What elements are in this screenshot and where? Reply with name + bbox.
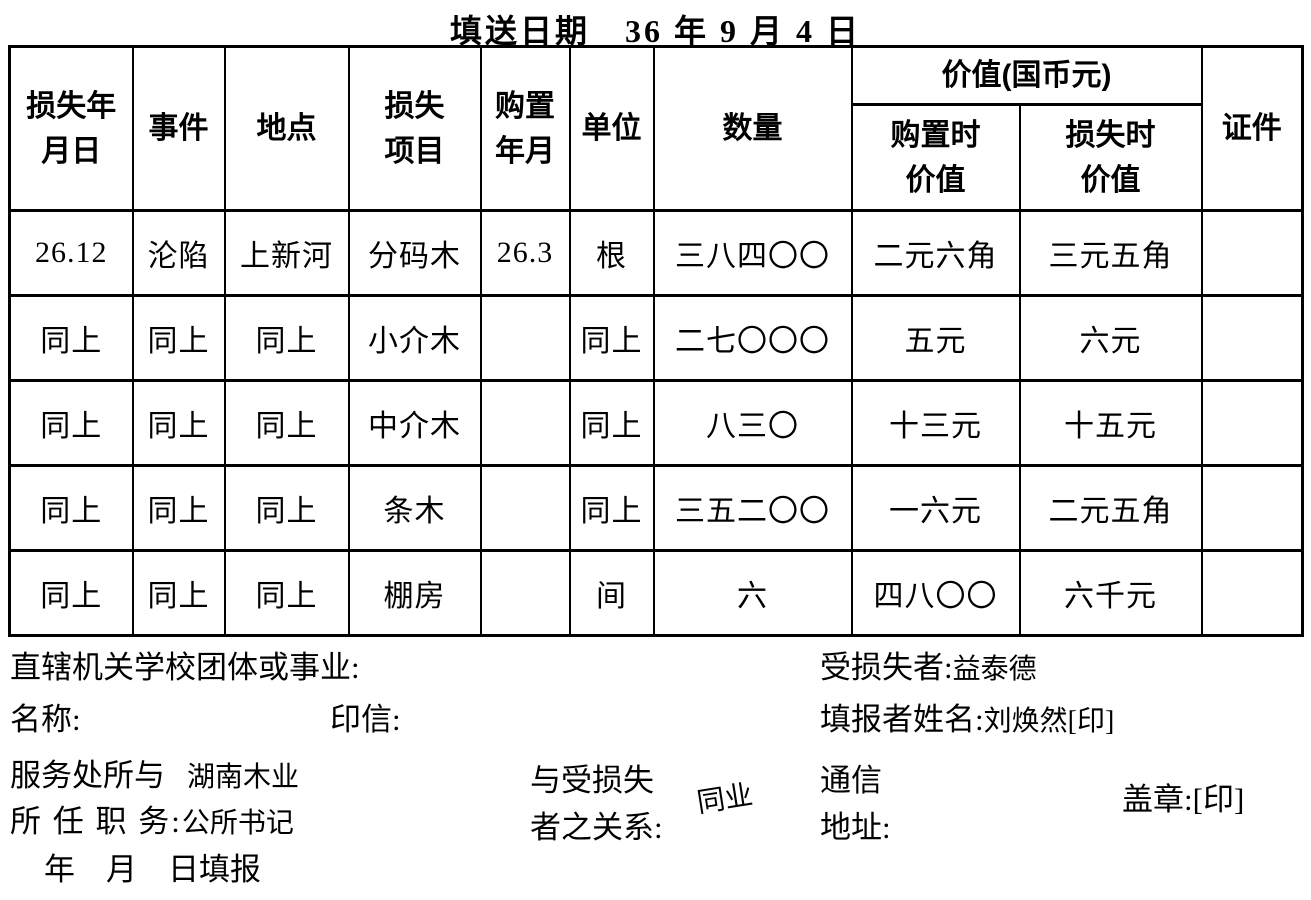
cell-quantity: 三八四〇〇 bbox=[652, 209, 853, 297]
table-row: 同上 同上 同上 棚房 间 六 四八〇〇 六千元 bbox=[8, 549, 1304, 637]
col-header-event: 事件 bbox=[131, 45, 226, 212]
cell-certificate bbox=[1200, 379, 1304, 467]
cell-certificate bbox=[1200, 209, 1304, 297]
cell-quantity: 六 bbox=[652, 549, 853, 637]
reporter-seal-mark: [印] bbox=[1067, 706, 1115, 737]
cell-loss-item: 中介木 bbox=[347, 379, 482, 467]
position-label: 所 任 职 务: bbox=[10, 804, 182, 839]
cell-location: 上新河 bbox=[223, 209, 350, 297]
cell-event: 同上 bbox=[131, 549, 226, 637]
stamp-label: 盖章: bbox=[1122, 782, 1193, 817]
cell-value-at-loss: 十五元 bbox=[1018, 379, 1203, 467]
cell-loss-item: 棚房 bbox=[347, 549, 482, 637]
cell-loss-date: 同上 bbox=[8, 464, 134, 552]
reporter-value: 刘焕然 bbox=[983, 706, 1068, 737]
cell-loss-date: 26.12 bbox=[8, 209, 134, 297]
cell-quantity: 八三〇 bbox=[652, 379, 853, 467]
seal-label: 印信: bbox=[330, 702, 401, 737]
cell-purchase-date bbox=[479, 379, 571, 467]
cell-event: 沦陷 bbox=[131, 209, 226, 297]
report-date-line: 年 月 日填报 bbox=[44, 852, 261, 887]
cell-purchase-date bbox=[479, 549, 571, 637]
cell-value-at-loss: 六千元 bbox=[1018, 549, 1203, 637]
table-row: 同上 同上 同上 条木 同上 三五二〇〇 一六元 二元五角 bbox=[8, 464, 1304, 552]
cell-purchase-date bbox=[479, 464, 571, 552]
cell-value-at-loss: 六元 bbox=[1018, 294, 1203, 382]
col-header-quantity: 数量 bbox=[652, 45, 853, 212]
cell-value-at-purchase: 一六元 bbox=[850, 464, 1021, 552]
org-line: 直辖机关学校团体或事业: bbox=[10, 650, 360, 685]
service-label: 服务处所与 bbox=[10, 758, 165, 793]
cell-loss-date: 同上 bbox=[8, 294, 134, 382]
contact-label: 通信 地址: bbox=[820, 763, 891, 845]
reporter-line: 填报者姓名:刘焕然[印] bbox=[820, 700, 1114, 740]
cell-value-at-purchase: 四八〇〇 bbox=[850, 549, 1021, 637]
col-header-location: 地点 bbox=[223, 45, 350, 212]
relation-value: 同业 bbox=[694, 779, 755, 820]
service-value: 湖南木业 bbox=[187, 762, 300, 793]
position-value: 公所书记 bbox=[181, 808, 294, 839]
col-header-purchase-date: 购置 年月 bbox=[479, 45, 571, 212]
cell-event: 同上 bbox=[131, 294, 226, 382]
cell-value-at-loss: 二元五角 bbox=[1018, 464, 1203, 552]
col-header-value-group: 价值(国币元) bbox=[850, 45, 1203, 106]
cell-location: 同上 bbox=[223, 464, 350, 552]
table-row: 同上 同上 同上 小介木 同上 二七〇〇〇 五元 六元 bbox=[8, 294, 1304, 382]
relation-label: 与受损失 者之关系: bbox=[530, 763, 663, 845]
sufferer-value: 益泰德 bbox=[952, 654, 1037, 685]
col-header-loss-date: 损失年 月日 bbox=[8, 45, 134, 212]
cell-location: 同上 bbox=[223, 549, 350, 637]
cell-location: 同上 bbox=[223, 379, 350, 467]
page-title: 填送日期 36 年 9 月 4 日 bbox=[449, 13, 861, 49]
cell-unit: 同上 bbox=[568, 379, 655, 467]
cell-certificate bbox=[1200, 549, 1304, 637]
cell-value-at-purchase: 十三元 bbox=[850, 379, 1021, 467]
cell-quantity: 二七〇〇〇 bbox=[652, 294, 853, 382]
sufferer-line: 受损失者:益泰德 bbox=[820, 648, 1037, 688]
loss-report-table: 损失年 月日 事件 地点 损失 项目 购置 年月 单位 数量 价值(国币元) 证… bbox=[8, 45, 1304, 637]
cell-value-at-purchase: 五元 bbox=[850, 294, 1021, 382]
cell-certificate bbox=[1200, 294, 1304, 382]
cell-event: 同上 bbox=[131, 464, 226, 552]
col-header-certificate: 证件 bbox=[1200, 45, 1304, 212]
service-line: 服务处所与 湖南木业 bbox=[10, 756, 299, 796]
cell-unit: 同上 bbox=[568, 294, 655, 382]
sufferer-label: 受损失者: bbox=[820, 650, 953, 685]
stamp-line: 盖章:[印] bbox=[1122, 780, 1244, 820]
cell-value-at-loss: 三元五角 bbox=[1018, 209, 1203, 297]
cell-loss-item: 分码木 bbox=[347, 209, 482, 297]
table-row: 26.12 沦陷 上新河 分码木 26.3 根 三八四〇〇 二元六角 三元五角 bbox=[8, 209, 1304, 297]
cell-loss-item: 条木 bbox=[347, 464, 482, 552]
name-label: 名称: bbox=[10, 702, 81, 737]
cell-unit: 根 bbox=[568, 209, 655, 297]
col-header-unit: 单位 bbox=[568, 45, 655, 212]
cell-purchase-date bbox=[479, 294, 571, 382]
cell-quantity: 三五二〇〇 bbox=[652, 464, 853, 552]
cell-unit: 间 bbox=[568, 549, 655, 637]
col-header-loss-item: 损失 项目 bbox=[347, 45, 482, 212]
cell-event: 同上 bbox=[131, 379, 226, 467]
col-header-value-at-loss: 损失时 价值 bbox=[1018, 103, 1203, 212]
relation-value-wrap: 同业 bbox=[695, 778, 755, 819]
cell-loss-date: 同上 bbox=[8, 549, 134, 637]
cell-loss-date: 同上 bbox=[8, 379, 134, 467]
reporter-label: 填报者姓名: bbox=[820, 702, 984, 737]
stamp-seal-mark: [印] bbox=[1192, 782, 1245, 817]
cell-purchase-date: 26.3 bbox=[479, 209, 571, 297]
col-header-value-at-purchase: 购置时 价值 bbox=[850, 103, 1021, 212]
cell-value-at-purchase: 二元六角 bbox=[850, 209, 1021, 297]
position-line: 所 任 职 务:公所书记 bbox=[10, 802, 294, 842]
cell-unit: 同上 bbox=[568, 464, 655, 552]
cell-loss-item: 小介木 bbox=[347, 294, 482, 382]
table-row: 同上 同上 同上 中介木 同上 八三〇 十三元 十五元 bbox=[8, 379, 1304, 467]
cell-certificate bbox=[1200, 464, 1304, 552]
cell-location: 同上 bbox=[223, 294, 350, 382]
